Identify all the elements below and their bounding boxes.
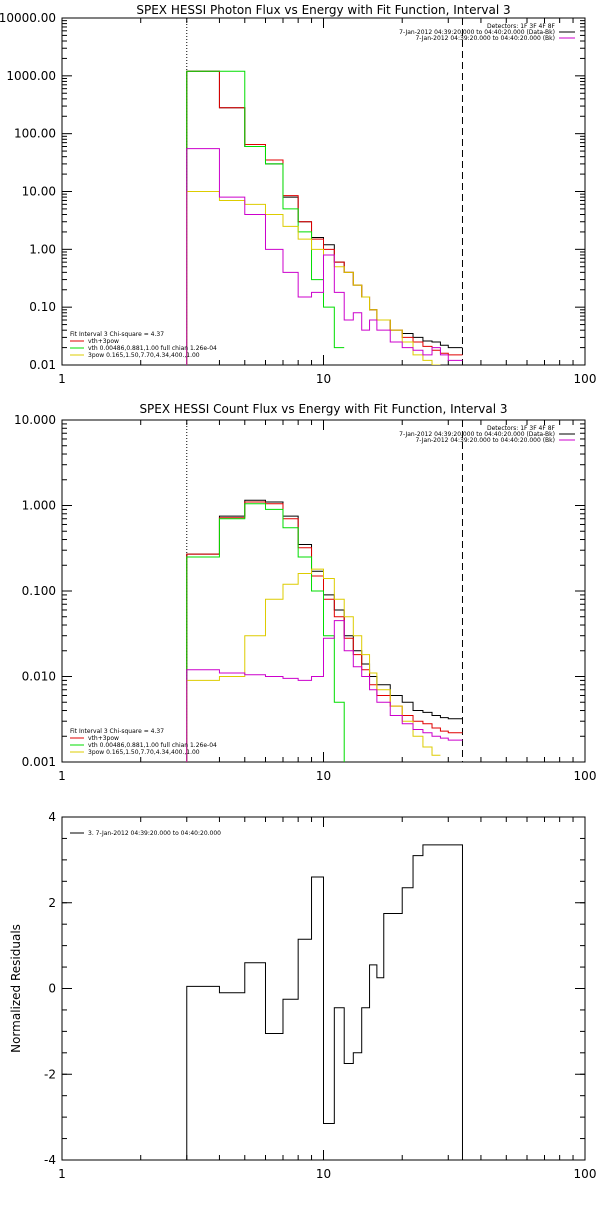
series-5-line <box>186 620 463 762</box>
y-tick-label: 0.010 <box>22 670 56 684</box>
x-tick-label: 1 <box>58 1167 66 1181</box>
legend-text: vth 0.00486,0.881,1.00 full chian 1.26e-… <box>88 742 217 749</box>
y-tick-label: 4 <box>48 810 56 824</box>
y-tick-label: 10000.00 <box>0 11 56 25</box>
x-tick-label: 100 <box>574 769 597 783</box>
x-tick-label: 10 <box>316 769 331 783</box>
legend-text: Fit Interval 3 Chi-square = 4.37 <box>70 331 164 338</box>
y-tick-label: 10.00 <box>22 185 56 199</box>
info-text: 7-Jan-2012 04:39:20.000 to 04:40:20.000 … <box>399 431 555 438</box>
legend-text: 3pow 0.165,1.50,7.70,4.34,400.,1.00 <box>88 749 200 756</box>
y-tick-label: 0.100 <box>22 584 56 598</box>
series-2-line <box>186 70 463 365</box>
legend-text: vth+3pow <box>88 338 119 345</box>
y-tick-label: 0.01 <box>29 358 56 372</box>
info-text: Detectors: 1F 3F 4F 8F <box>487 23 556 30</box>
info-text: Detectors: 1F 3F 4F 8F <box>487 425 556 432</box>
x-tick-label: 1 <box>58 372 66 386</box>
info-text: 7-Jan-2012 04:39:20.000 to 04:40:20.000 … <box>415 437 555 444</box>
x-tick-label: 100 <box>574 1167 597 1181</box>
plot-frame <box>61 17 586 366</box>
series-4-line <box>186 191 441 365</box>
x-tick-label: 1 <box>58 769 66 783</box>
legend-text: vth+3pow <box>88 735 119 742</box>
y-tick-label: 0.001 <box>22 755 56 769</box>
x-tick-label: 10 <box>316 372 331 386</box>
x-tick-label: 10 <box>316 1167 331 1181</box>
y-tick-label: -4 <box>44 1153 56 1167</box>
series-3-line <box>186 70 345 365</box>
legend-text: Fit Interval 3 Chi-square = 4.37 <box>70 728 164 735</box>
series-2-line <box>186 501 463 762</box>
y-tick-label: 1.00 <box>29 242 56 256</box>
y-axis-label: Normalized Residuals <box>9 924 23 1053</box>
y-tick-label: 0.10 <box>29 300 56 314</box>
y-tick-label: 2 <box>48 896 56 910</box>
chart-title: SPEX HESSI Count Flux vs Energy with Fit… <box>139 402 507 416</box>
y-tick-label: 1.000 <box>22 499 56 513</box>
info-text: 7-Jan-2012 04:39:20.000 to 04:40:20.000 … <box>399 29 555 36</box>
chart-title: SPEX HESSI Photon Flux vs Energy with Fi… <box>136 3 510 17</box>
y-tick-label: 10.000 <box>14 413 56 427</box>
y-tick-label: 1000.00 <box>6 69 56 83</box>
y-tick-label: -2 <box>44 1067 56 1081</box>
info-text: 7-Jan-2012 04:39:20.000 to 04:40:20.000 … <box>415 35 555 42</box>
series-3-line <box>186 503 345 762</box>
y-tick-label: 100.00 <box>14 127 56 141</box>
series-5-line <box>186 148 463 365</box>
legend-text: 3. 7-Jan-2012 04:39:20.000 to 04:40:20.0… <box>88 830 221 837</box>
series-1-line <box>186 70 463 365</box>
x-tick-label: 100 <box>574 372 597 386</box>
y-tick-label: 0 <box>48 982 56 996</box>
series-4-line <box>186 568 441 762</box>
legend-text: 3pow 0.165,1.50,7.70,4.34,400.,1.00 <box>88 352 200 359</box>
series-1-line <box>186 844 463 1160</box>
legend-text: vth 0.00486,0.881,1.00 full chian 1.26e-… <box>88 345 217 352</box>
